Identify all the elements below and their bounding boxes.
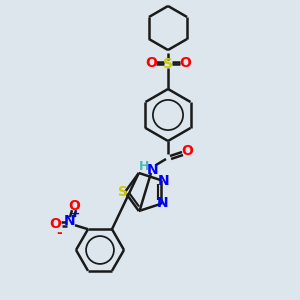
Text: H: H	[139, 160, 149, 173]
Text: +: +	[71, 209, 81, 219]
Text: N: N	[158, 174, 169, 188]
Text: O: O	[145, 56, 157, 70]
Text: N: N	[147, 163, 159, 177]
Text: O: O	[68, 199, 80, 213]
Text: O: O	[181, 144, 193, 158]
Text: O: O	[49, 217, 61, 231]
Text: O: O	[179, 56, 191, 70]
Text: N: N	[64, 214, 76, 228]
Text: -: -	[56, 226, 62, 240]
Text: N: N	[156, 196, 168, 210]
Text: S: S	[118, 185, 128, 199]
Text: S: S	[163, 57, 173, 71]
